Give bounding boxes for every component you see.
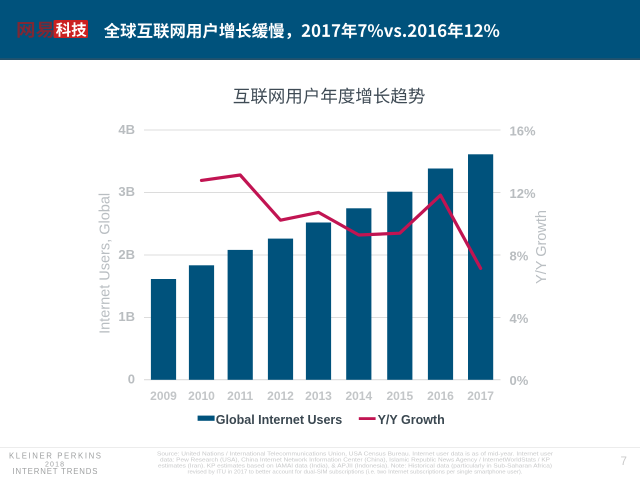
svg-text:1B: 1B xyxy=(118,309,135,324)
svg-text:2012: 2012 xyxy=(267,389,294,403)
svg-text:Y/Y Growth: Y/Y Growth xyxy=(378,413,445,427)
svg-text:2013: 2013 xyxy=(305,389,332,403)
svg-text:2010: 2010 xyxy=(188,389,215,403)
svg-text:2017: 2017 xyxy=(467,389,494,403)
svg-text:Internet Users, Global: Internet Users, Global xyxy=(97,193,113,334)
svg-text:2011: 2011 xyxy=(227,389,253,403)
svg-text:12%: 12% xyxy=(510,186,536,201)
svg-text:KLEINER PERKINS: KLEINER PERKINS xyxy=(9,451,101,460)
svg-text:Source: United Nations / Inter: Source: United Nations / International T… xyxy=(157,452,553,458)
svg-text:0%: 0% xyxy=(510,373,529,388)
svg-text:estimates (Iran). KP estimates: estimates (Iran). KP estimates based on … xyxy=(158,464,552,470)
svg-text:2014: 2014 xyxy=(345,389,372,403)
svg-text:4%: 4% xyxy=(510,311,529,326)
svg-text:7: 7 xyxy=(621,456,627,468)
svg-text:Global Internet Users: Global Internet Users xyxy=(216,413,342,427)
svg-text:4B: 4B xyxy=(118,122,135,137)
svg-text:2016: 2016 xyxy=(427,389,454,403)
svg-text:2015: 2015 xyxy=(386,389,413,403)
svg-text:2018: 2018 xyxy=(45,462,64,469)
svg-text:data: Pew Research (USA), Chin: data: Pew Research (USA), China Internet… xyxy=(160,458,550,464)
svg-text:2009: 2009 xyxy=(150,389,177,403)
svg-text:0: 0 xyxy=(128,371,135,386)
svg-text:3B: 3B xyxy=(118,184,135,199)
svg-text:16%: 16% xyxy=(510,123,536,138)
svg-text:2B: 2B xyxy=(118,247,135,262)
svg-text:Y/Y Growth: Y/Y Growth xyxy=(534,210,550,284)
svg-text:8%: 8% xyxy=(510,248,529,263)
svg-text:INTERNET TRENDS: INTERNET TRENDS xyxy=(13,467,98,476)
svg-text:revised by ITU in 2017 to bett: revised by ITU in 2017 to better account… xyxy=(188,470,523,476)
